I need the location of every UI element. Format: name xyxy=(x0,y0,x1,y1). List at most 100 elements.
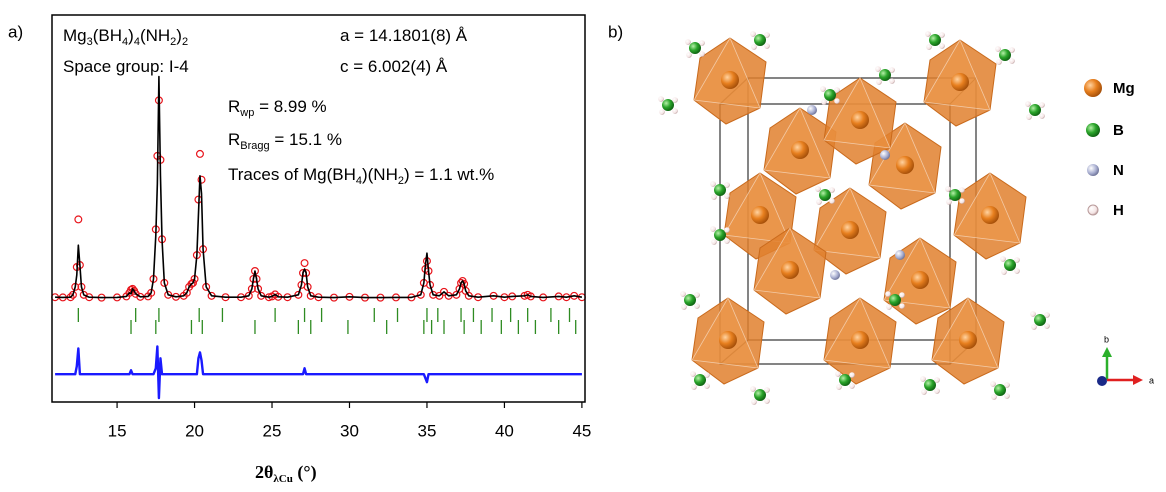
text-run: c = 6.002(4) Å xyxy=(340,57,448,76)
mg-polyhedron xyxy=(953,172,1027,260)
bh4-group xyxy=(658,96,678,115)
observed-point xyxy=(416,290,425,299)
mg-polyhedron xyxy=(923,39,997,127)
structure-legend: Mg B N H xyxy=(1084,79,1135,219)
bh4-group xyxy=(685,39,705,58)
subscript: 4 xyxy=(122,36,128,48)
bh4-group xyxy=(990,381,1010,400)
x-tick-label: 20 xyxy=(185,421,204,440)
subscript: 3 xyxy=(87,36,93,48)
x-tick-label: 15 xyxy=(108,421,127,440)
subscript: Bragg xyxy=(240,140,269,152)
observed-point xyxy=(164,290,173,299)
subscript: 4 xyxy=(134,36,140,48)
panel-label: b) xyxy=(608,22,623,41)
text-run: ) xyxy=(128,26,134,45)
bh4-group xyxy=(815,186,835,205)
bh4-group xyxy=(995,46,1015,65)
text-run: 2θ xyxy=(255,462,273,482)
annotation: Rwp = 8.99 % xyxy=(228,97,327,118)
panel-label: a) xyxy=(8,22,23,41)
text-run: = 8.99 % xyxy=(254,97,326,116)
mg-polyhedron xyxy=(693,37,767,125)
difference-line xyxy=(55,345,582,400)
bh4-group xyxy=(750,31,770,50)
mg-polyhedron xyxy=(823,297,897,385)
x-tick-label: 45 xyxy=(572,421,591,440)
bh4-group xyxy=(680,291,700,310)
n-atom xyxy=(880,150,890,160)
legend-label: H xyxy=(1113,202,1124,219)
bh4-group xyxy=(925,31,945,50)
text-run: )(NH xyxy=(362,165,398,184)
mg-polyhedron xyxy=(691,297,765,385)
legend-ball xyxy=(1084,79,1102,97)
subscript: wp xyxy=(239,107,254,119)
text-run: Mg xyxy=(63,26,87,45)
subscript: 2 xyxy=(398,175,404,187)
annotation: c = 6.002(4) Å xyxy=(340,57,448,76)
annotation: Mg3(BH4)4(NH2)2 xyxy=(63,26,188,47)
observed-point xyxy=(188,278,197,287)
bh4-group xyxy=(690,371,710,390)
axis-triad: b a xyxy=(1097,334,1154,386)
bh4-group xyxy=(920,376,940,395)
text-run: ) xyxy=(176,26,182,45)
legend-ball xyxy=(1087,204,1099,216)
x-axis-label: 2θλCu (°) xyxy=(255,462,317,484)
observed-point xyxy=(300,259,309,268)
n-atom xyxy=(895,250,905,260)
text-run: (BH xyxy=(93,26,122,45)
bh4-group xyxy=(875,66,895,85)
subscript: λCu xyxy=(273,473,292,485)
subscript: 4 xyxy=(356,175,362,187)
observed-point xyxy=(440,287,449,296)
axis-label: a xyxy=(1149,375,1154,385)
b-arrowhead xyxy=(1102,347,1112,357)
legend-label: Mg xyxy=(1113,80,1135,97)
mg-polyhedron xyxy=(883,237,957,325)
observed-point xyxy=(74,215,83,224)
text-run: R xyxy=(228,97,240,116)
text-run: a = 14.1801(8) Å xyxy=(340,26,468,45)
observed-point xyxy=(197,175,206,184)
text-run: = 15.1 % xyxy=(270,130,342,149)
bh4-group xyxy=(750,386,770,405)
observed-point xyxy=(68,290,77,299)
a-arrowhead xyxy=(1133,375,1143,385)
annotation: a = 14.1801(8) Å xyxy=(340,26,468,45)
n-atom xyxy=(807,105,817,115)
axis-label: b xyxy=(1104,334,1109,344)
text-run: Space group: I-4 xyxy=(63,57,189,76)
bh4-group xyxy=(1030,311,1050,330)
legend-label: B xyxy=(1113,122,1124,139)
text-run: (°) xyxy=(293,462,317,483)
subscript: 2 xyxy=(170,36,176,48)
x-tick-label: 40 xyxy=(495,421,514,440)
legend-label: N xyxy=(1113,162,1124,179)
calculated-line xyxy=(55,75,583,299)
text-run: (NH xyxy=(140,26,170,45)
legend-ball xyxy=(1087,164,1099,176)
observed-point xyxy=(195,149,204,158)
annotation: RBragg = 15.1 % xyxy=(228,130,342,151)
bh4-group xyxy=(1025,101,1045,120)
text-run: R xyxy=(228,130,240,149)
mg-polyhedron xyxy=(763,107,837,195)
annotation: Space group: I-4 xyxy=(63,57,189,76)
x-tick-label: 25 xyxy=(263,421,282,440)
plot-area xyxy=(51,75,586,408)
n-atom xyxy=(830,270,840,280)
legend-ball xyxy=(1086,123,1100,137)
plot-frame xyxy=(51,14,586,403)
x-tick-label: 30 xyxy=(340,421,359,440)
x-tick-label: 35 xyxy=(417,421,436,440)
text-run: Traces of Mg(BH xyxy=(228,165,356,184)
subscript: 2 xyxy=(182,36,188,48)
c-axis xyxy=(1097,376,1107,386)
bh4-group xyxy=(1000,256,1020,275)
crystal-structure xyxy=(658,31,1050,405)
